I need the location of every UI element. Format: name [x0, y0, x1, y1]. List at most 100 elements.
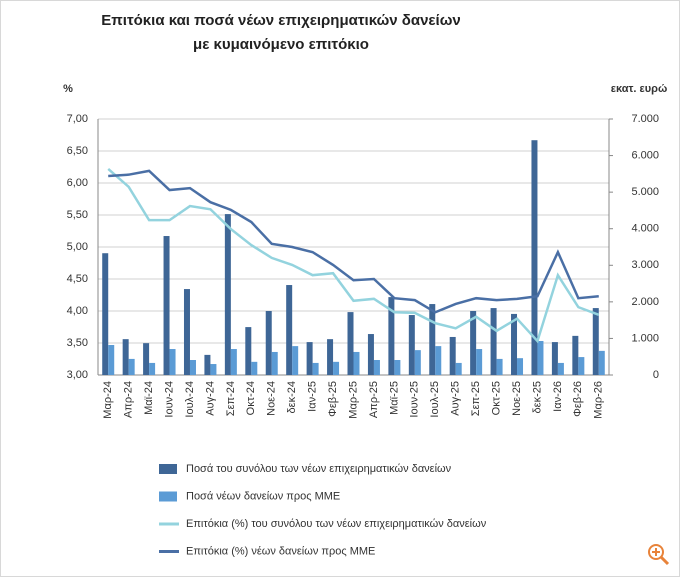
x-tick-label: Μαρ-24	[102, 381, 114, 419]
bar	[251, 361, 258, 375]
bar	[414, 350, 421, 375]
bar	[286, 285, 293, 375]
x-tick-label: Ιουλ-25	[429, 381, 441, 418]
bar	[578, 357, 585, 375]
bar	[511, 313, 518, 375]
y2-tick-label: 4.000	[631, 223, 659, 235]
y-tick-label: 6,50	[67, 145, 88, 157]
bar	[149, 362, 156, 375]
bar	[470, 311, 477, 375]
bar	[598, 350, 605, 375]
x-tick-label: δεκ-25	[531, 381, 543, 413]
x-tick-label: Μαρ-26	[593, 381, 605, 419]
bar	[557, 362, 564, 375]
bar	[490, 308, 497, 375]
zoom-handle	[659, 555, 670, 566]
bar	[367, 334, 374, 375]
x-tick-label: δεκ-24	[286, 381, 298, 413]
x-tick-label: Νοε-25	[511, 381, 523, 416]
bar	[245, 327, 252, 375]
x-tick-label: Μαρ-25	[347, 381, 359, 419]
bar	[517, 358, 524, 375]
y2-tick-label: 2.000	[631, 296, 659, 308]
x-tick-label: Απρ-24	[123, 381, 135, 418]
y2-tick-label: 0	[653, 369, 659, 381]
bar	[189, 360, 196, 375]
x-tick-label: Αυγ-25	[450, 381, 462, 416]
y2-tick-label: 3.000	[631, 259, 659, 271]
bar	[122, 339, 129, 375]
legend-label: Επιτόκια (%) του συνόλου των νέων επιχει…	[186, 518, 487, 530]
legend-label: Ποσά νέων δανείων προς ΜΜΕ	[186, 490, 340, 502]
bar	[306, 342, 313, 375]
zoom-icon[interactable]	[648, 544, 670, 566]
bar	[476, 349, 483, 375]
legend-swatch	[159, 491, 177, 502]
bar	[271, 351, 278, 375]
x-tick-label: Αυγ-24	[204, 381, 216, 416]
bar	[572, 335, 579, 375]
bar	[327, 339, 334, 375]
bar	[292, 346, 299, 375]
y2-tick-label: 1.000	[631, 332, 659, 344]
y-tick-label: 6,00	[67, 177, 88, 189]
bar	[449, 336, 456, 375]
legend-label: Ποσά του συνόλου των νέων επιχειρηματικώ…	[186, 463, 452, 475]
x-tick-label: Ιαν-25	[307, 381, 319, 412]
bar	[128, 358, 135, 375]
bar	[455, 362, 462, 375]
bar	[108, 345, 115, 375]
bar	[102, 253, 109, 375]
line	[108, 169, 599, 314]
bar	[435, 346, 442, 375]
chart-title: Επιτόκια και ποσά νέων επιχειρηματικών δ…	[101, 12, 461, 53]
x-tick-label: Ιουλ-24	[184, 381, 196, 418]
bar	[224, 214, 231, 375]
bar	[333, 361, 340, 375]
bar	[143, 343, 150, 375]
bar	[265, 311, 272, 375]
bar	[347, 312, 354, 375]
x-tick-label: Φεβ-25	[327, 381, 339, 417]
bar	[394, 360, 401, 375]
bar	[531, 140, 538, 375]
y2-axis-label: εκατ. ευρώ	[611, 83, 668, 95]
x-tick-label: Νοε-24	[266, 381, 278, 416]
y-axis-label: %	[63, 83, 73, 95]
bar	[312, 362, 319, 375]
bar	[169, 349, 176, 375]
legend-swatch	[159, 464, 177, 474]
x-tick-label: Μαϊ-24	[143, 381, 155, 415]
x-tick-label: Ιουν-25	[409, 381, 421, 418]
bar	[204, 354, 211, 375]
bar	[230, 349, 237, 375]
y-tick-label: 5,50	[67, 209, 88, 221]
bar	[388, 297, 395, 375]
line	[107, 167, 600, 344]
bar	[408, 315, 415, 375]
bar	[429, 304, 436, 375]
y-tick-label: 3,00	[67, 369, 88, 381]
bar	[163, 236, 170, 375]
y-tick-label: 4,50	[67, 273, 88, 285]
y-tick-label: 3,50	[67, 337, 88, 349]
bar	[592, 308, 599, 375]
bar	[183, 289, 190, 375]
bar	[210, 364, 217, 375]
x-tick-label: Οκτ-24	[245, 381, 257, 415]
y2-tick-label: 7.000	[631, 113, 659, 125]
y-tick-label: 7,00	[67, 113, 88, 125]
x-tick-label: Ιουν-24	[163, 381, 175, 418]
bar	[373, 360, 380, 375]
x-tick-label: Σεπ-25	[470, 381, 482, 416]
x-tick-label: Ιαν-26	[552, 381, 564, 412]
bar	[537, 340, 544, 375]
y2-tick-label: 6.000	[631, 149, 659, 161]
legend-label: Επιτόκια (%) νέων δανείων προς ΜΜΕ	[186, 545, 375, 557]
x-tick-label: Φεβ-26	[572, 381, 584, 417]
x-tick-label: Οκτ-25	[490, 381, 502, 415]
x-tick-label: Μαϊ-25	[388, 381, 400, 415]
y-tick-label: 4,00	[67, 305, 88, 317]
x-tick-label: Σεπ-24	[225, 381, 237, 416]
